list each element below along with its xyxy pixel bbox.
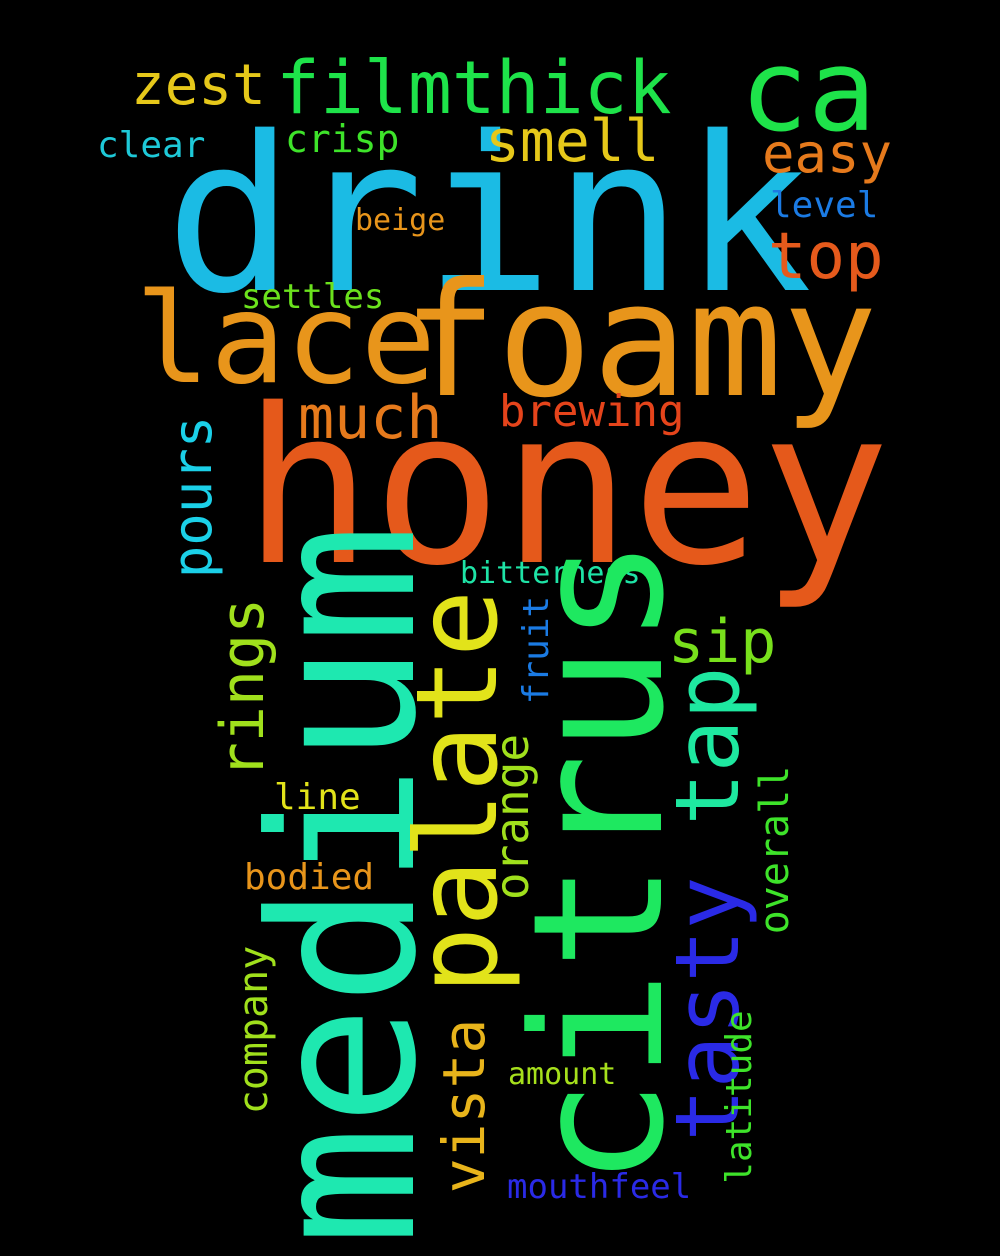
- word-smell: smell: [485, 107, 660, 175]
- word-filmthick: filmthick: [276, 46, 672, 131]
- word-drink: drink: [165, 90, 813, 341]
- word-sip: sip: [668, 607, 777, 677]
- word-latitude: latitude: [719, 1010, 760, 1184]
- word-bitterness: bitterness: [460, 556, 641, 591]
- word-line: line: [274, 777, 361, 818]
- word-much: much: [298, 383, 443, 453]
- word-vista: vista: [430, 1018, 498, 1194]
- word-ca: ca: [740, 25, 877, 157]
- word-company: company: [231, 945, 277, 1115]
- word-brewing: brewing: [499, 386, 685, 437]
- word-orange: orange: [485, 733, 539, 901]
- word-settles: settles: [241, 277, 385, 317]
- word-crisp: crisp: [285, 117, 400, 161]
- word-honey: honey: [243, 362, 891, 613]
- word-beige: beige: [355, 203, 446, 238]
- word-bodied: bodied: [244, 857, 375, 898]
- word-rings: rings: [208, 597, 278, 779]
- word-zest: zest: [131, 53, 266, 118]
- word-clear: clear: [97, 125, 206, 166]
- word-foamy: foamy: [402, 249, 878, 433]
- word-fruit: fruit: [516, 595, 557, 705]
- word-amount: amount: [508, 1057, 617, 1092]
- word-overall: overall: [752, 765, 798, 935]
- word-tap: tap: [656, 666, 759, 826]
- word-lace: lace: [135, 267, 437, 412]
- word-easy: easy: [762, 122, 893, 185]
- word-top: top: [768, 220, 884, 294]
- word-level: level: [770, 185, 879, 226]
- word-mouthfeel: mouthfeel: [507, 1167, 692, 1207]
- word-pours: pours: [161, 415, 224, 579]
